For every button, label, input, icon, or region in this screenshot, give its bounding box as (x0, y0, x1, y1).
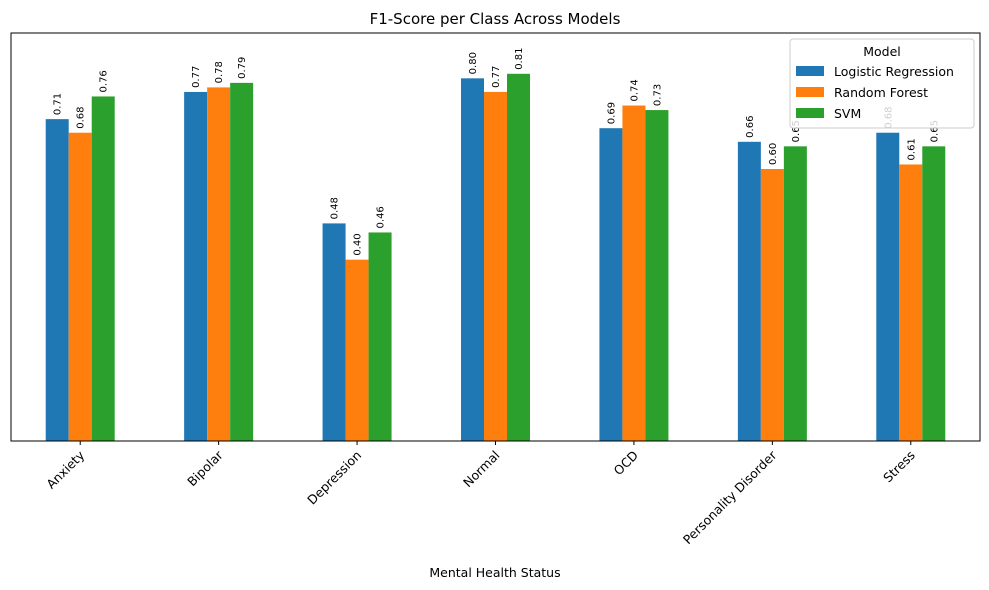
bar-value-label: 0.71 (53, 93, 64, 115)
bar-value-label: 0.77 (191, 66, 202, 88)
bar-svm-bipolar (230, 82, 254, 441)
bar-svm-stress (922, 146, 946, 442)
bar-logistic-regression-ocd (599, 128, 623, 441)
bar-value-label: 0.66 (745, 116, 756, 138)
bar-random-forest-ocd (622, 105, 646, 442)
bar-value-label: 0.65 (929, 120, 940, 142)
bar-random-forest-depression (345, 259, 369, 441)
bar-value-label: 0.80 (468, 52, 479, 74)
bar-random-forest-anxiety (68, 132, 92, 441)
bar-random-forest-bipolar (207, 87, 231, 442)
bar-logistic-regression-depression (322, 223, 346, 441)
bar-svm-normal (507, 73, 530, 442)
bar-logistic-regression-normal (461, 78, 484, 441)
bar-value-label: 0.73 (652, 84, 663, 106)
bar-value-label: 0.77 (491, 66, 502, 88)
bar-value-label: 0.69 (606, 102, 617, 124)
bar-random-forest-personality-disorder (760, 169, 784, 441)
legend-swatch-svm (796, 108, 824, 118)
bar-value-label: 0.81 (514, 48, 525, 70)
bar-logistic-regression-stress (876, 132, 900, 441)
x-tick-label: Stress (880, 448, 918, 486)
bar-value-label: 0.65 (791, 120, 802, 142)
bar-value-label: 0.61 (906, 138, 917, 160)
bar-value-label: 0.79 (237, 57, 248, 79)
bars-group (45, 73, 946, 442)
legend-box (789, 38, 975, 129)
bar-svm-anxiety (91, 96, 115, 441)
legend-swatch-random-forest (796, 87, 824, 97)
bar-value-label: 0.60 (768, 143, 779, 165)
x-tick-label: Normal (460, 448, 503, 491)
bar-logistic-regression-personality-disorder (737, 141, 761, 442)
x-tick-label: Personality Disorder (680, 447, 780, 547)
x-tick-label: OCD (611, 448, 642, 479)
bar-value-label: 0.68 (76, 106, 87, 128)
legend-swatch-logistic-regression (796, 66, 824, 76)
bar-value-label: 0.40 (353, 233, 364, 255)
bar-value-label: 0.76 (99, 70, 110, 92)
legend-label-svm: SVM (834, 106, 861, 121)
bar-svm-personality-disorder (783, 146, 807, 442)
x-tick-label: Anxiety (43, 447, 88, 492)
legend-title: Model (863, 44, 901, 59)
legend-label-logistic-regression: Logistic Regression (834, 64, 954, 79)
x-tick-label: Bipolar (184, 447, 226, 489)
x-axis-label: Mental Health Status (429, 565, 560, 580)
bar-value-label: 0.78 (214, 61, 225, 83)
bar-value-label: 0.48 (330, 197, 341, 219)
x-axis-ticks: Anxiety Bipolar Depression Normal OCD Persona… (43, 441, 918, 547)
legend-items: Logistic Regression Random Forest SVM (796, 64, 954, 121)
x-tick-label: Depression (304, 448, 364, 508)
bar-logistic-regression-bipolar (184, 91, 208, 441)
bar-value-label: 0.74 (629, 79, 640, 101)
bar-random-forest-stress (899, 164, 923, 441)
bar-logistic-regression-anxiety (45, 119, 69, 441)
bar-random-forest-normal (484, 91, 507, 441)
bar-svm-depression (368, 232, 392, 441)
bar-svm-ocd (645, 110, 669, 442)
legend: Model Logistic Regression Random Forest SV… (789, 38, 975, 129)
legend-label-random-forest: Random Forest (834, 85, 928, 100)
chart-title: F1-Score per Class Across Models (370, 10, 621, 28)
bar-value-label: 0.46 (376, 206, 387, 228)
